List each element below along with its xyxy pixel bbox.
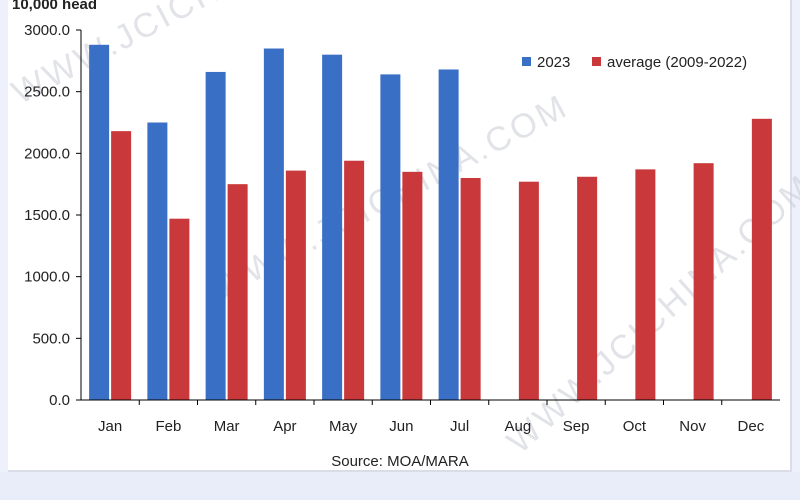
x-tick-label: Dec [738,418,765,435]
x-tick-label: Nov [679,418,706,435]
bars-layer [89,44,772,401]
bar-series-average [693,163,714,400]
bar-series-average [169,218,190,400]
source-note: Source: MOA/MARA [331,453,469,470]
legend-label: average (2009-2022) [607,54,747,71]
bar-series-average [227,184,248,400]
y-tick-label: 3000.0 [24,22,70,39]
x-tick-label: Feb [155,418,181,435]
x-tick-label: Aug [505,418,532,435]
bar-series-average [111,131,132,400]
bar-series-average [460,178,481,400]
x-tick-label: Jan [98,418,122,435]
y-tick-label: 1000.0 [24,269,70,286]
bar-series-average [402,171,423,400]
legend-label: 2023 [537,54,570,71]
bar-series-2023 [89,44,110,401]
y-tick-label: 1500.0 [24,207,70,224]
bar-series-2023 [263,48,284,400]
x-tick-label: Jul [450,418,469,435]
y-tick-label: 2000.0 [24,145,70,162]
y-tick-label: 0.0 [49,392,70,409]
bar-series-average [518,181,539,400]
y-axis-unit-label: 10,000 head [12,0,97,13]
bar-series-2023 [438,69,459,400]
bar-series-2023 [147,122,168,400]
x-tick-label: Sep [563,418,590,435]
legend-swatch [522,57,531,66]
legend: 2023 average (2009-2022) [522,54,747,71]
bar-series-average [635,169,656,400]
bar-series-2023 [380,74,401,401]
x-tick-label: Oct [623,418,647,435]
x-tick-label: Jun [389,418,413,435]
axis-layer: 0.0 500.0 1000.0 1500.0 2000.0 2500.0 3000.0 Ja… [24,22,780,435]
bar-series-average [751,118,772,401]
bar-series-average [577,176,598,400]
x-tick-label: Mar [214,418,240,435]
bottom-band [0,472,800,500]
x-tick-label: Apr [273,418,296,435]
y-tick-label: 2500.0 [24,84,70,101]
y-tick-label: 500.0 [32,330,70,347]
bar-series-2023 [205,71,226,400]
bar-series-2023 [322,54,343,401]
legend-swatch [592,57,601,66]
bar-series-average [344,160,365,400]
x-tick-label: May [329,418,358,435]
bar-series-average [285,170,306,400]
